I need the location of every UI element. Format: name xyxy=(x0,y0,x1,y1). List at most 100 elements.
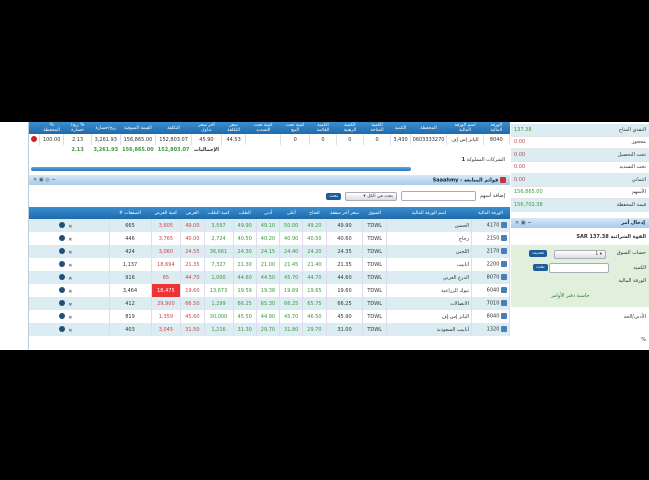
column-header[interactable]: العرض xyxy=(180,207,204,219)
column-header[interactable]: الكمية القائمة xyxy=(309,122,337,134)
refresh-button[interactable]: تحديث xyxy=(529,250,548,257)
remove-icon[interactable]: ✕ xyxy=(68,262,73,269)
watchlist-panel-header: قوائم المتابعة - Saaahmy − ◎ ▣ ✕ xyxy=(29,175,510,185)
cell-text: 2,724 xyxy=(211,235,226,242)
quantity-input[interactable] xyxy=(549,263,609,273)
column-header[interactable]: التكلفة xyxy=(155,122,192,134)
watchlist-cell[interactable]: 8040 xyxy=(471,310,510,323)
watchlist-cell: TDWL xyxy=(362,219,387,232)
info-icon[interactable] xyxy=(59,325,65,332)
column-header[interactable]: سعر آخر صفقة xyxy=(326,207,363,219)
order-book-calculator-link[interactable]: حاسبة دفتر الأوامر xyxy=(551,293,590,299)
column-header[interactable]: أعلى xyxy=(279,207,303,219)
watchlist-row[interactable]: 6040 تبوك الزراعية TDWL 19.60 19.65 19.69 19.3… xyxy=(29,284,510,297)
info-icon[interactable] xyxy=(59,247,65,254)
watchlist-cell[interactable]: 1320 xyxy=(471,323,510,336)
watchlist-row[interactable]: 7010 الاتصالات TDWL 66.25 65.75 66.25 65.30 66.… xyxy=(29,297,510,310)
remove-icon[interactable]: ✕ xyxy=(68,314,73,321)
column-header[interactable]: أدنى xyxy=(256,207,280,219)
watchlist-row[interactable]: 2170 اللجين TDWL 24.35 24.20 24.40 24.15 24.30 3… xyxy=(29,245,510,258)
remove-icon[interactable]: ✕ xyxy=(68,236,73,243)
expand-icon[interactable] xyxy=(501,235,507,242)
cell-text: 46.50 xyxy=(307,313,322,320)
remove-icon[interactable]: ✕ xyxy=(68,249,73,256)
expand-icon[interactable] xyxy=(501,287,507,294)
remove-icon[interactable]: ✕ xyxy=(68,275,73,282)
column-header[interactable]: كمية تحت التسديد xyxy=(245,122,281,134)
column-header[interactable]: كمية العرض xyxy=(151,207,181,219)
watchlist-cell[interactable]: 4170 xyxy=(471,219,510,232)
expand-icon[interactable] xyxy=(501,261,507,268)
info-icon[interactable] xyxy=(59,286,65,293)
watchlist-row[interactable]: 2150 زجاج TDWL 40.60 40.50 40.90 40.20 40.50 2,7… xyxy=(29,232,510,245)
column-header[interactable]: القيمة السوقية xyxy=(120,122,156,134)
remove-icon[interactable]: ✕ xyxy=(68,301,73,308)
search-scope-select[interactable]: بحث في الكل ▾ xyxy=(344,191,397,201)
remove-icon[interactable]: ✕ xyxy=(68,288,73,295)
watchlist-cell: 24.20 xyxy=(302,245,327,258)
watchlist-cell: 50.00 xyxy=(279,219,304,232)
watchlist-row[interactable]: 8070 الدرع العربي TDWL 44.60 44.70 45.70 44.50… xyxy=(29,271,510,284)
column-header[interactable]: الصفقات # xyxy=(109,207,151,219)
watchlist-cell[interactable]: 2150 xyxy=(471,232,510,245)
column-header[interactable]: % المحفظة xyxy=(39,122,64,134)
column-header[interactable]: الكمية xyxy=(390,122,411,134)
search-button[interactable]: بحث xyxy=(326,192,341,200)
expand-icon[interactable] xyxy=(501,326,507,333)
info-icon[interactable] xyxy=(59,273,65,280)
column-header[interactable]: الطلب xyxy=(233,207,257,219)
horizontal-scrollbar[interactable] xyxy=(31,167,411,171)
expand-icon[interactable] xyxy=(501,274,507,281)
watchlist-cell[interactable]: 2200 xyxy=(471,258,510,271)
expand-icon[interactable] xyxy=(501,313,507,320)
cell-text: 3,464 xyxy=(122,287,138,294)
info-icon[interactable] xyxy=(59,234,65,241)
expand-icon[interactable] xyxy=(501,222,507,229)
watchlist-cell: TDWL xyxy=(362,258,387,271)
order-search-button[interactable]: بحث xyxy=(533,264,548,271)
watchlist-row[interactable]: 8040 اليانز إس إف TDWL 45.90 46.50 45.70 44.90… xyxy=(29,310,510,323)
column-header[interactable]: اسم الورقة المالية xyxy=(446,122,484,134)
column-header[interactable]: اسم الورقة المالية xyxy=(386,207,472,219)
cell-text: 1,359 xyxy=(158,313,174,320)
column-header[interactable]: ربح/خسارة xyxy=(91,122,121,134)
info-icon[interactable] xyxy=(59,299,65,306)
remove-icon[interactable]: ✕ xyxy=(68,223,73,230)
expand-icon[interactable] xyxy=(501,248,507,255)
column-header[interactable]: سعر التكلفة xyxy=(221,122,246,134)
cell-text: 24.40 xyxy=(284,248,299,255)
column-header[interactable]: افتتاح xyxy=(302,207,327,219)
panel-controls-icon[interactable]: − ◎ ▣ ✕ xyxy=(33,177,56,183)
column-header[interactable]: كمية تحت البيع xyxy=(280,122,310,134)
info-icon[interactable] xyxy=(59,260,65,267)
portfolio-row[interactable]: 8040 اليانز إس إف 0603333270 3,430 0 0 0 0 44.53… xyxy=(29,134,511,145)
column-header[interactable]: آخر سعر تداول xyxy=(191,122,222,134)
info-icon[interactable] xyxy=(59,312,65,319)
expand-icon[interactable] xyxy=(501,300,507,307)
column-header[interactable]: الورقة المالية xyxy=(483,122,510,134)
alert-icon[interactable] xyxy=(29,134,41,145)
column-header[interactable]: المحفظة xyxy=(410,122,447,134)
column-header[interactable]: الورقة المالية xyxy=(471,207,510,219)
column-header[interactable]: السوق xyxy=(362,207,387,219)
column-header[interactable]: الكمية الرهنية xyxy=(336,122,364,134)
cell-text: TDWL xyxy=(367,274,382,281)
watchlist-cell[interactable]: 7010 xyxy=(471,297,510,310)
remove-icon[interactable]: ✕ xyxy=(68,327,73,334)
column-header[interactable]: % ربح/خسارة xyxy=(63,122,92,134)
watchlist-row[interactable]: 2200 أنابيب TDWL 21.35 21.40 21.45 21.00 21.30 7… xyxy=(29,258,510,271)
watchlist-cell[interactable]: 8070 xyxy=(471,271,510,284)
watchlist-cell[interactable]: 6040 xyxy=(471,284,510,297)
empty-cell xyxy=(410,145,447,155)
market-select[interactable]: 1 ▾ xyxy=(554,250,606,259)
column-header[interactable]: كمية الطلب xyxy=(204,207,234,219)
watchlist-row[interactable]: 4170 الحسن TDWL 49.90 49.20 50.00 49.10 49.90 3,… xyxy=(29,219,510,232)
column-header[interactable]: الكمية المتاحة xyxy=(363,122,391,134)
panel-controls-icon[interactable]: − ▣ ✕ xyxy=(515,220,532,226)
info-icon[interactable] xyxy=(59,221,65,228)
watchlist-cell[interactable]: 2170 xyxy=(471,245,510,258)
portfolio-cell: اليانز إس إف xyxy=(446,134,484,145)
add-stocks-input[interactable] xyxy=(400,191,476,201)
watchlist-row[interactable]: 1320 أنابيب السعودية TDWL 31.00 29.70 31.80 29… xyxy=(29,323,510,336)
cell-text: 66.25 xyxy=(237,300,252,307)
